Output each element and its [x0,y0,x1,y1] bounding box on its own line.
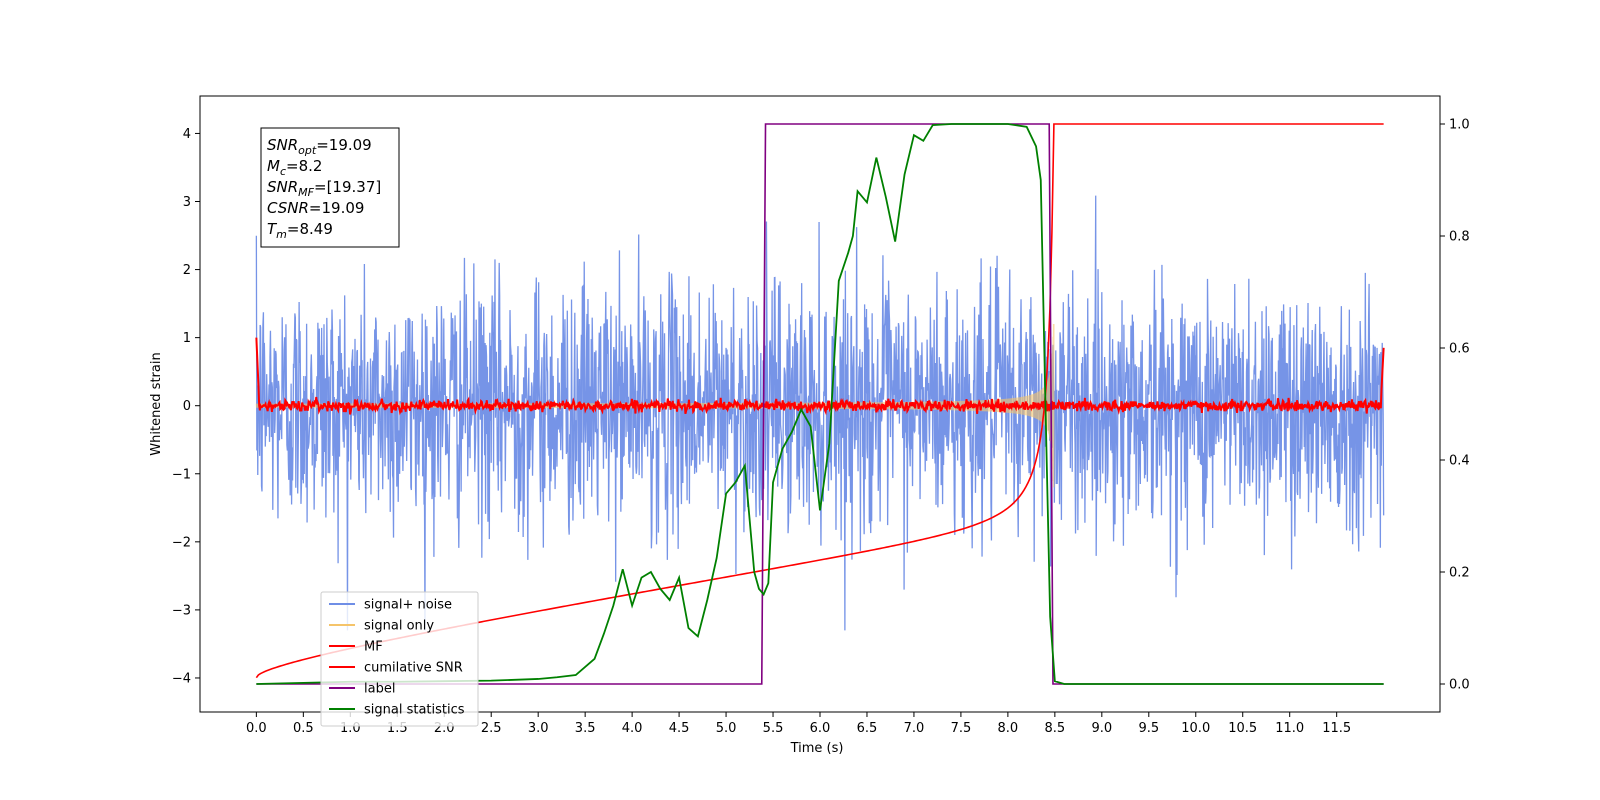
legend-label: cumilative SNR [364,661,463,676]
info-box-frame [260,127,400,248]
y2-tick-label: 1.0 [1449,118,1470,133]
x-tick-label: 6.0 [810,721,831,736]
info-line: SNRMF=[19.37] [267,178,381,199]
y-tick-label: −1 [172,467,191,482]
series-signal-noise-line [255,195,1385,631]
y-tick-label: −3 [172,603,191,618]
x-tick-label: 0.0 [246,721,267,736]
x-tick-label: 10.5 [1228,721,1257,736]
x-tick-label: 4.5 [669,721,690,736]
x-tick-label: 11.0 [1275,721,1304,736]
y-axis-left: −4 −3 −2 −1 0 1 2 3 4 [172,127,200,686]
x-tick-label: 9.0 [1091,721,1112,736]
y-tick-label: −4 [172,671,191,686]
y-tick-label: −2 [172,535,191,550]
y-tick-label: 4 [183,127,191,142]
y2-tick-label: 0.2 [1449,566,1470,581]
x-tick-label: 3.5 [575,721,596,736]
x-tick-label: 5.0 [716,721,737,736]
legend-label: MF [364,640,383,655]
legend-label: signal+ noise [364,598,452,613]
legend-label: label [364,682,395,697]
x-tick-label: 8.0 [998,721,1019,736]
series-mf-line [255,337,1385,416]
x-tick-label: 0.5 [293,721,314,736]
x-axis-label: Time (s) [790,741,844,756]
info-line: CSNR=19.09 [267,199,364,217]
y-axis-right: 0.0 0.2 0.4 0.6 0.8 1.0 [1440,118,1470,693]
x-tick-label: 4.0 [622,721,643,736]
x-tick-label: 2.5 [481,721,502,736]
y-axis-label: Whitened strain [149,352,164,455]
y2-tick-label: 0.8 [1449,230,1470,245]
info-line: Mc=8.2 [267,157,322,178]
x-tick-label: 3.0 [528,721,549,736]
x-tick-label: 11.5 [1322,721,1351,736]
series-signal-statistics-line [256,123,1384,685]
x-tick-label: 5.5 [763,721,784,736]
legend: signal+ noise signal only MF cumilative SNR… [320,591,479,727]
legend-frame [320,591,479,727]
y-tick-label: 3 [183,195,191,210]
x-tick-label: 7.5 [951,721,972,736]
y-tick-label: 0 [183,399,191,414]
legend-label: signal only [364,619,434,634]
x-tick-label: 8.5 [1045,721,1066,736]
x-tick-label: 7.0 [904,721,925,736]
y2-tick-label: 0.4 [1449,454,1470,469]
legend-label: signal statistics [364,703,465,718]
y2-tick-label: 0.0 [1449,678,1470,693]
snr-info-box: SNRopt=19.09Mc=8.2SNRMF=[19.37]CSNR=19.0… [260,127,400,248]
y-tick-label: 1 [183,331,191,346]
x-tick-label: 6.5 [857,721,878,736]
x-tick-label: 9.5 [1138,721,1159,736]
x-tick-label: 10.0 [1181,721,1210,736]
info-line: Tm=8.49 [267,220,333,241]
info-line: SNRopt=19.09 [267,136,372,157]
y2-tick-label: 0.6 [1449,342,1470,357]
y-tick-label: 2 [183,263,191,278]
